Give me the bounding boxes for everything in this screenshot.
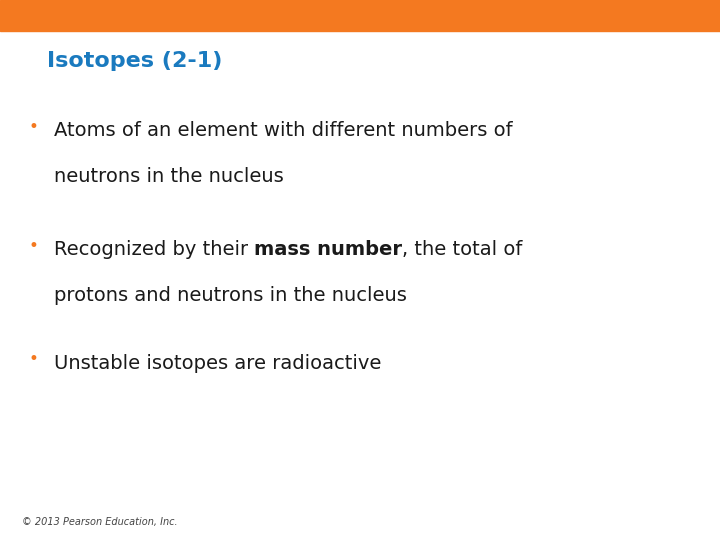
Text: Recognized by their: Recognized by their xyxy=(54,240,254,259)
Text: mass number: mass number xyxy=(254,240,402,259)
Text: © 2013 Pearson Education, Inc.: © 2013 Pearson Education, Inc. xyxy=(22,516,177,526)
Text: •: • xyxy=(29,237,39,255)
Text: Isotopes (2-1): Isotopes (2-1) xyxy=(47,51,222,71)
Text: •: • xyxy=(29,118,39,136)
Text: Unstable isotopes are radioactive: Unstable isotopes are radioactive xyxy=(54,354,382,373)
Bar xyxy=(0,0,720,31)
Text: neutrons in the nucleus: neutrons in the nucleus xyxy=(54,167,284,186)
Text: protons and neutrons in the nucleus: protons and neutrons in the nucleus xyxy=(54,286,407,305)
Text: •: • xyxy=(29,350,39,368)
Text: Atoms of an element with different numbers of: Atoms of an element with different numbe… xyxy=(54,122,513,140)
Text: , the total of: , the total of xyxy=(402,240,523,259)
